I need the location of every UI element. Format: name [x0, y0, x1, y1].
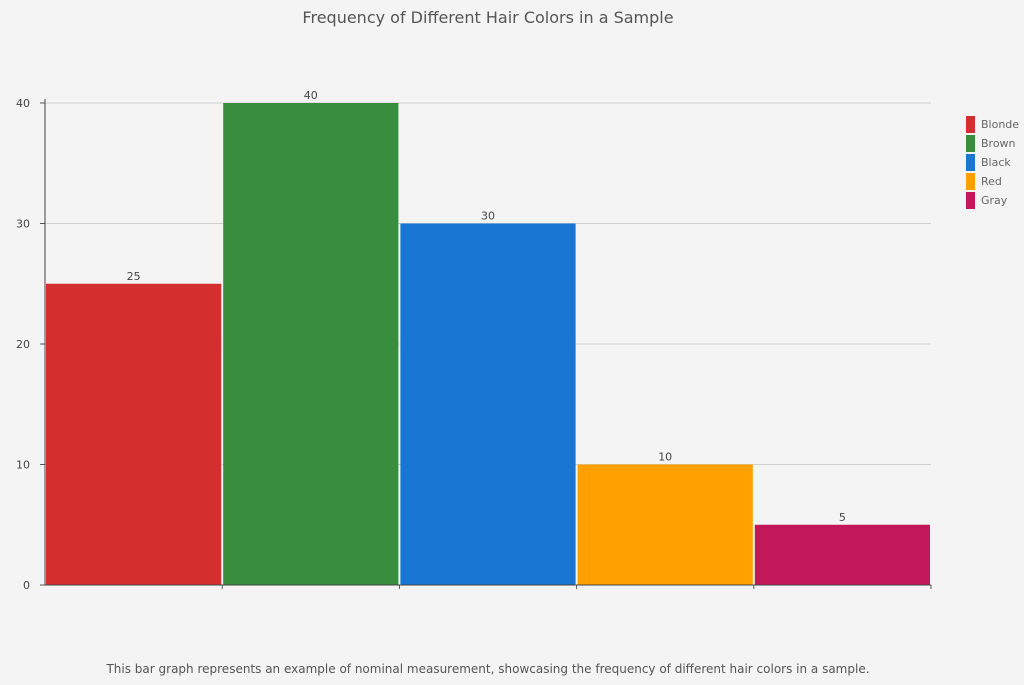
- legend-item-black: Black: [966, 153, 1019, 172]
- y-tick-label: 10: [16, 459, 30, 472]
- legend-swatch: [966, 192, 975, 209]
- bar-red: [577, 464, 753, 585]
- legend-item-red: Red: [966, 172, 1019, 191]
- y-tick-label: 30: [16, 218, 30, 231]
- bar-brown: [223, 103, 399, 585]
- data-label-gray: 5: [839, 511, 846, 524]
- bar-gray: [754, 524, 930, 585]
- data-label-black: 30: [481, 210, 495, 223]
- data-labels: 25 40 30 10 5: [127, 89, 846, 524]
- data-label-blonde: 25: [127, 270, 141, 283]
- chart-caption: This bar graph represents an example of …: [106, 662, 870, 676]
- bars: [46, 103, 930, 585]
- y-axis-ticks: 0 10 20 30 40: [16, 97, 45, 592]
- legend-item-brown: Brown: [966, 134, 1019, 153]
- legend-label: Black: [981, 156, 1011, 169]
- y-tick-label: 20: [16, 338, 30, 351]
- y-tick-label: 0: [23, 579, 30, 592]
- chart-title: Frequency of Different Hair Colors in a …: [302, 8, 674, 27]
- legend-item-blonde: Blonde: [966, 115, 1019, 134]
- y-tick-label: 40: [16, 97, 30, 110]
- legend-swatch: [966, 135, 975, 152]
- legend-label: Red: [981, 175, 1002, 188]
- legend: Blonde Brown Black Red Gray: [966, 115, 1019, 210]
- legend-label: Gray: [981, 194, 1008, 207]
- bar-black: [400, 223, 576, 585]
- axes: [44, 99, 932, 589]
- legend-label: Brown: [981, 137, 1016, 150]
- legend-item-gray: Gray: [966, 191, 1019, 210]
- legend-label: Blonde: [981, 118, 1020, 131]
- legend-swatch: [966, 154, 975, 171]
- data-label-brown: 40: [304, 89, 318, 102]
- legend-swatch: [966, 116, 975, 133]
- data-label-red: 10: [658, 451, 672, 464]
- bar-blonde: [46, 283, 222, 585]
- legend-swatch: [966, 173, 975, 190]
